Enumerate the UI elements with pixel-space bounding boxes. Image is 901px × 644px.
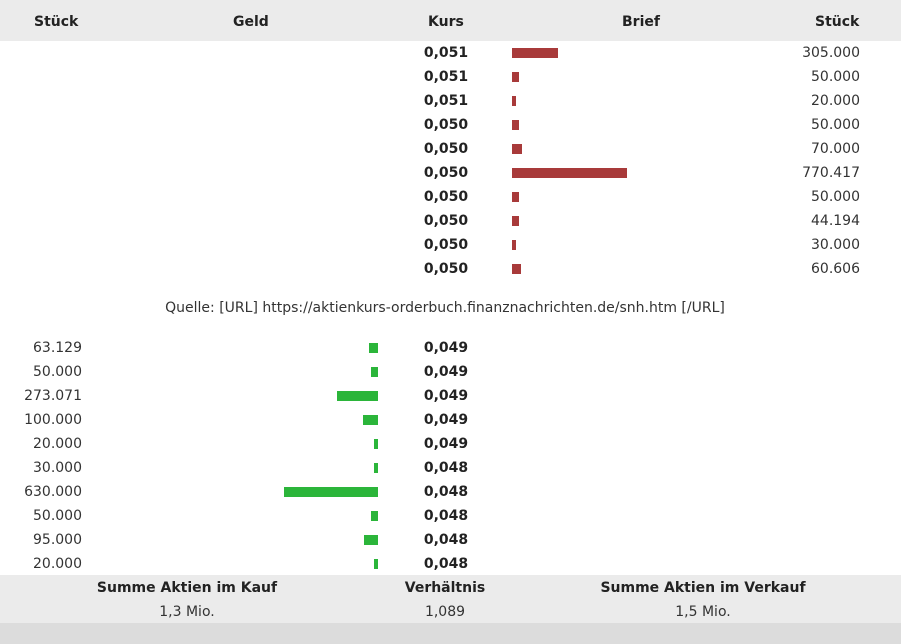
ask-qty: 30.000: [811, 237, 860, 253]
bid-price: 0,049: [423, 388, 469, 404]
ask-price: 0,051: [423, 69, 469, 85]
bid-volume-bar: [374, 463, 378, 473]
ask-qty: 305.000: [802, 45, 860, 61]
bid-row: 20.000 0,049: [0, 432, 901, 456]
summary-footer: Summe Aktien im Kauf 1,3 Mio. Verhältnis…: [0, 575, 901, 623]
ask-qty: 770.417: [802, 165, 860, 181]
bid-price: 0,049: [423, 412, 469, 428]
ask-row: 0,050 770.417: [0, 161, 901, 185]
ask-row: 0,050 50.000: [0, 113, 901, 137]
bid-row: 100.000 0,049: [0, 408, 901, 432]
sell-sum-label: Summe Aktien im Verkauf: [600, 580, 806, 596]
bid-volume-bar: [284, 487, 378, 497]
bid-volume-bar: [364, 535, 378, 545]
bid-price: 0,048: [423, 460, 469, 476]
ask-price: 0,051: [423, 93, 469, 109]
bid-volume-bar: [374, 559, 378, 569]
bid-qty: 50.000: [33, 364, 82, 380]
header-ask-qty: Stück: [815, 14, 860, 30]
bid-qty: 273.071: [24, 388, 82, 404]
bid-volume-bar: [371, 367, 378, 377]
ask-row: 0,050 60.606: [0, 257, 901, 281]
bid-price: 0,049: [423, 436, 469, 452]
ask-row: 0,050 50.000: [0, 185, 901, 209]
bid-qty: 100.000: [24, 412, 82, 428]
ask-volume-bar: [512, 48, 558, 58]
ask-price: 0,050: [423, 261, 469, 277]
ask-qty: 50.000: [811, 69, 860, 85]
ask-qty: 70.000: [811, 141, 860, 157]
ask-qty: 44.194: [811, 213, 860, 229]
bid-qty: 50.000: [33, 508, 82, 524]
ask-volume-bar: [512, 192, 519, 202]
ask-row: 0,051 305.000: [0, 41, 901, 65]
bid-price: 0,049: [423, 340, 469, 356]
ask-price: 0,050: [423, 189, 469, 205]
bid-price: 0,048: [423, 484, 469, 500]
bid-volume-bar: [363, 415, 378, 425]
bid-qty: 630.000: [24, 484, 82, 500]
bid-qty: 20.000: [33, 436, 82, 452]
ask-row: 0,050 44.194: [0, 209, 901, 233]
ask-volume-bar: [512, 216, 519, 226]
ratio-label: Verhältnis: [404, 580, 486, 596]
ask-price: 0,050: [423, 237, 469, 253]
header-ask: Brief: [622, 14, 660, 30]
bid-price: 0,048: [423, 532, 469, 548]
ask-qty: 60.606: [811, 261, 860, 277]
bid-volume-bar: [369, 343, 378, 353]
buy-sum-value: 1,3 Mio.: [159, 604, 215, 620]
ask-qty: 50.000: [811, 117, 860, 133]
ask-qty: 20.000: [811, 93, 860, 109]
bid-qty: 63.129: [33, 340, 82, 356]
header-price: Kurs: [428, 14, 464, 30]
ask-volume-bar: [512, 144, 522, 154]
ask-price: 0,050: [423, 213, 469, 229]
ask-volume-bar: [512, 240, 516, 250]
ask-price: 0,050: [423, 117, 469, 133]
ask-volume-bar: [512, 120, 519, 130]
header-bid-qty: Stück: [34, 14, 79, 30]
ask-price: 0,051: [423, 45, 469, 61]
bid-volume-bar: [371, 511, 378, 521]
bid-row: 50.000 0,049: [0, 360, 901, 384]
ask-volume-bar: [512, 168, 627, 178]
ask-volume-bar: [512, 96, 516, 106]
bid-row: 63.129 0,049: [0, 336, 901, 360]
ask-row: 0,050 30.000: [0, 233, 901, 257]
ask-volume-bar: [512, 264, 521, 274]
bid-row: 95.000 0,048: [0, 528, 901, 552]
buy-sum-label: Summe Aktien im Kauf: [96, 580, 278, 596]
bid-row: 20.000 0,048: [0, 552, 901, 576]
orderbook-header: Stück Geld Kurs Brief Stück: [0, 0, 901, 41]
ask-row: 0,051 20.000: [0, 89, 901, 113]
ask-volume-bar: [512, 72, 519, 82]
bid-row: 273.071 0,049: [0, 384, 901, 408]
bottom-band: [0, 623, 901, 644]
ask-price: 0,050: [423, 165, 469, 181]
bid-row: 30.000 0,048: [0, 456, 901, 480]
header-bid: Geld: [233, 14, 269, 30]
ask-row: 0,050 70.000: [0, 137, 901, 161]
ask-row: 0,051 50.000: [0, 65, 901, 89]
ask-qty: 50.000: [811, 189, 860, 205]
ask-price: 0,050: [423, 141, 469, 157]
bid-qty: 95.000: [33, 532, 82, 548]
bid-price: 0,048: [423, 556, 469, 572]
bid-qty: 30.000: [33, 460, 82, 476]
bid-volume-bar: [337, 391, 378, 401]
bid-price: 0,048: [423, 508, 469, 524]
bid-row: 630.000 0,048: [0, 480, 901, 504]
source-note: Quelle: [URL] https://aktienkurs-orderbu…: [165, 300, 725, 316]
ratio-value: 1,089: [424, 604, 466, 620]
bid-qty: 20.000: [33, 556, 82, 572]
bid-price: 0,049: [423, 364, 469, 380]
sell-sum-value: 1,5 Mio.: [675, 604, 731, 620]
bid-row: 50.000 0,048: [0, 504, 901, 528]
bid-volume-bar: [374, 439, 378, 449]
